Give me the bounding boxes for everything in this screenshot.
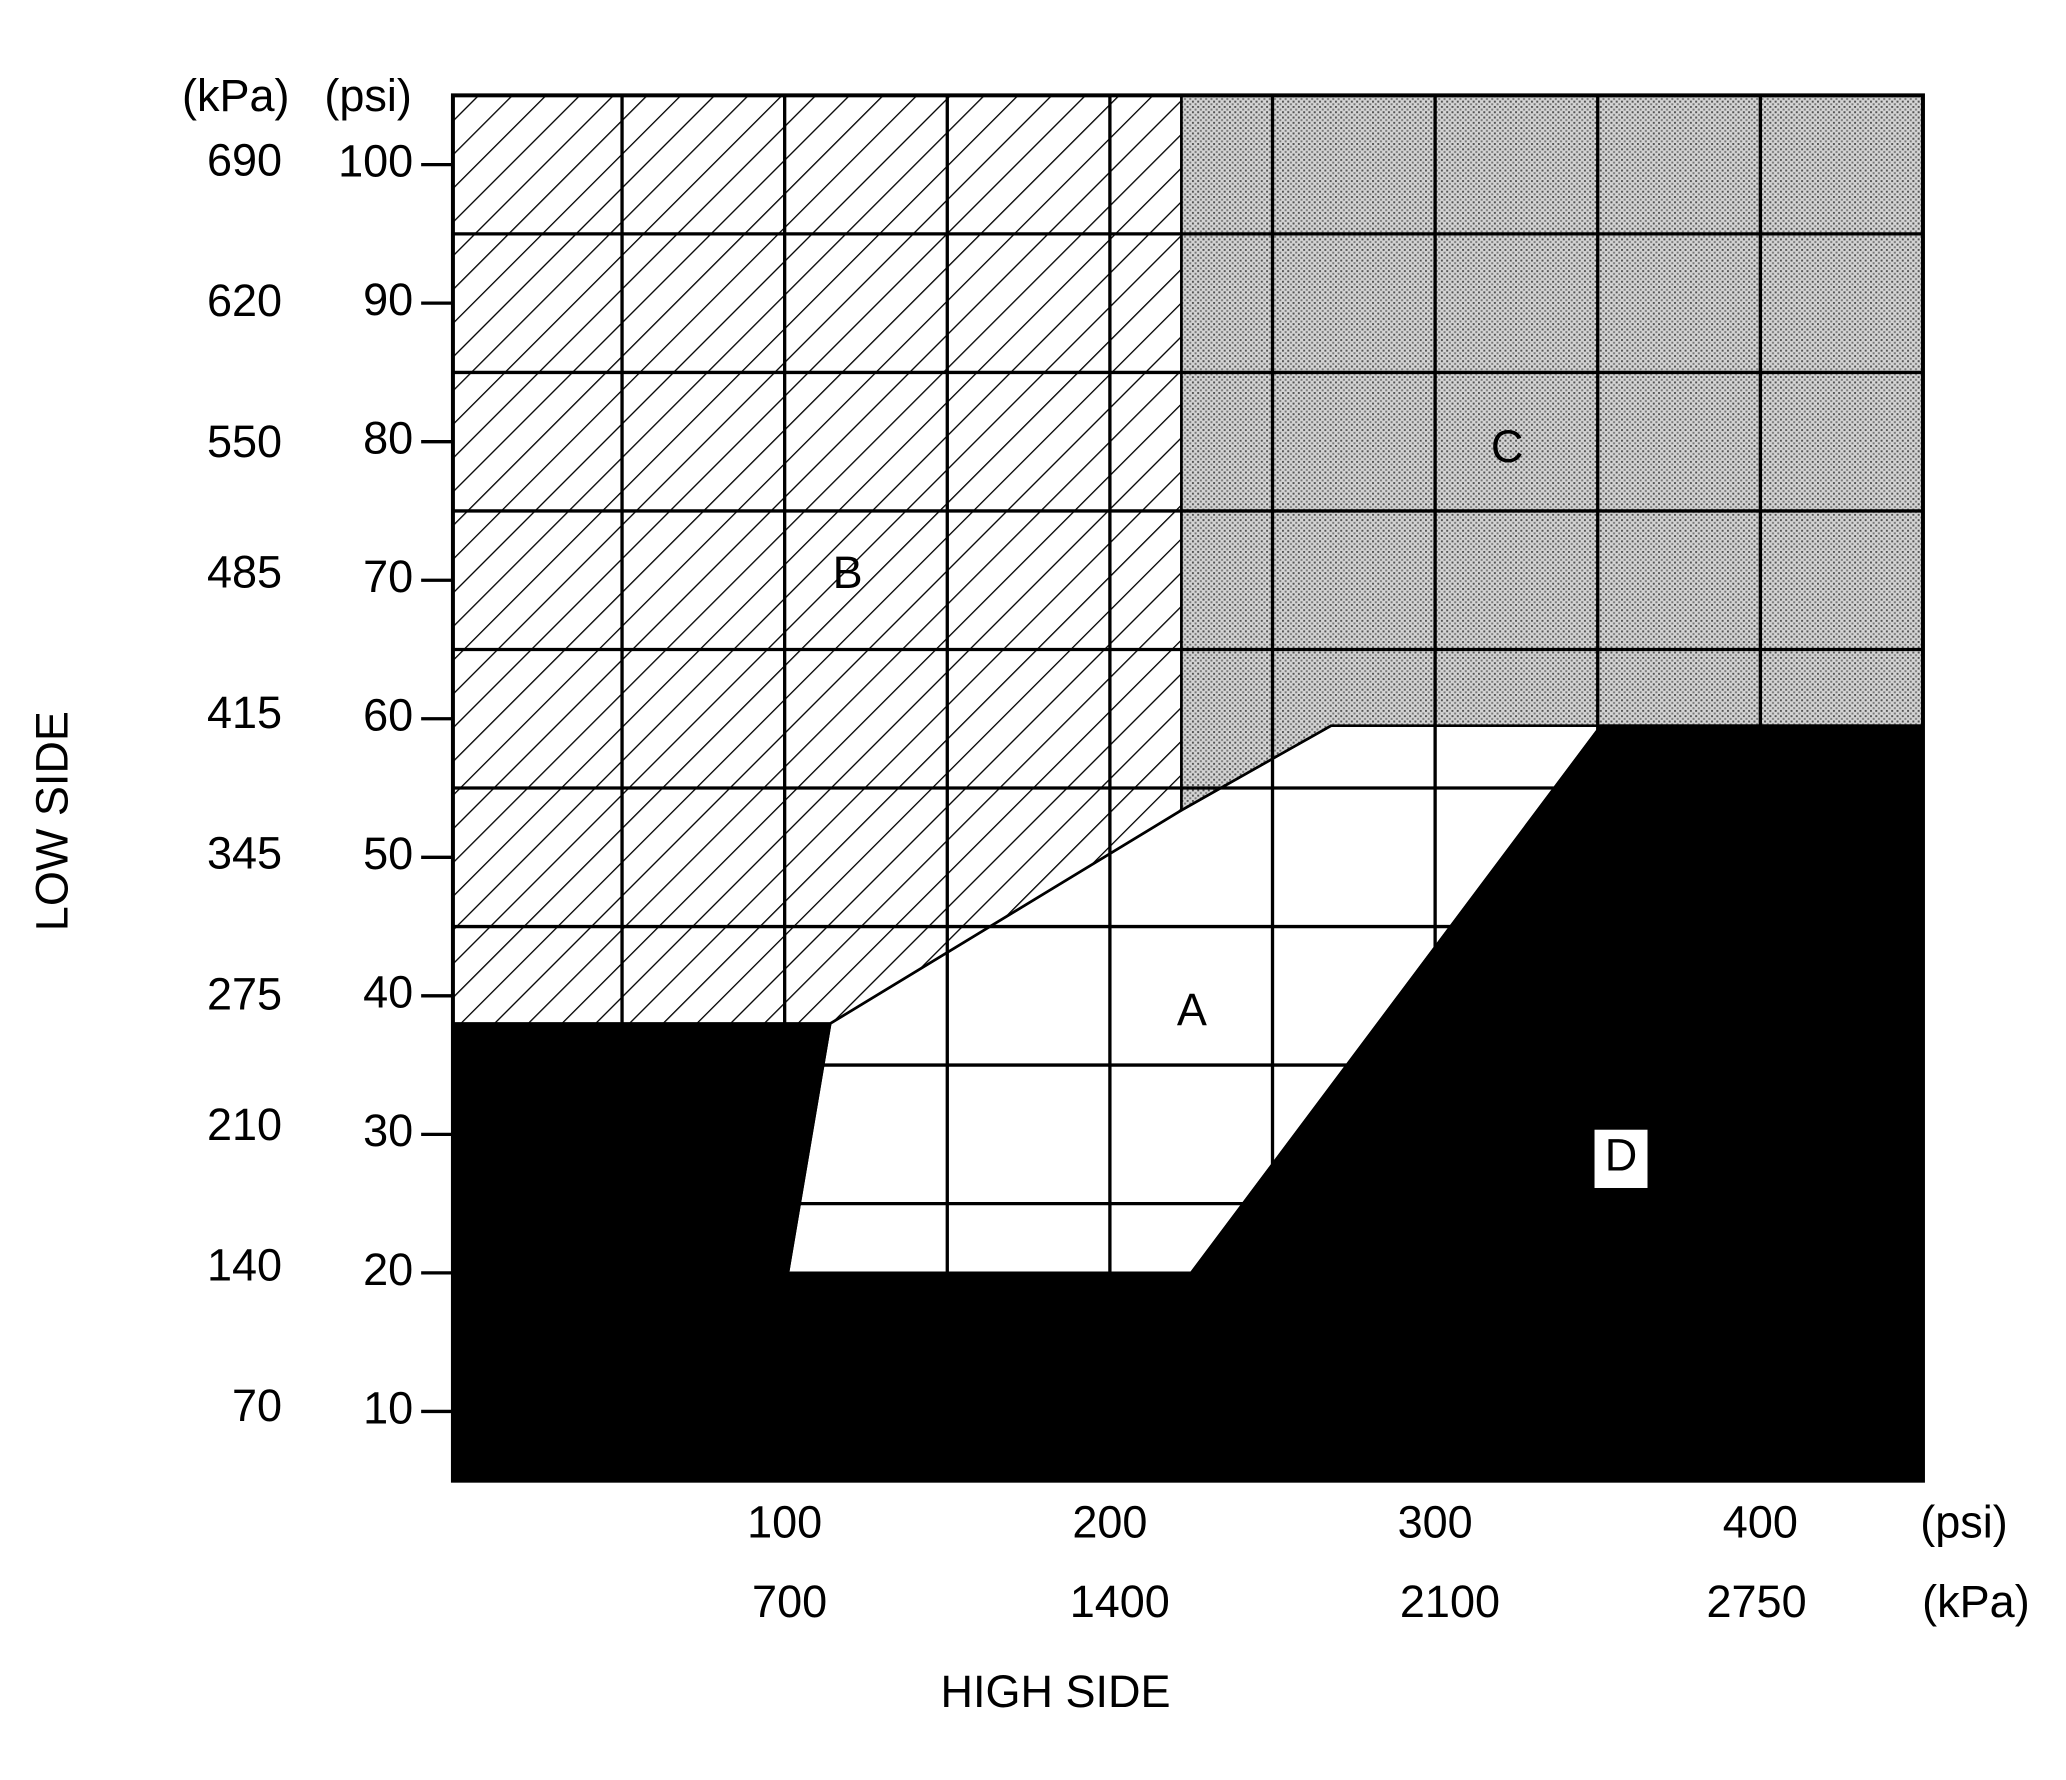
y2-tick-label: 690 (207, 135, 282, 186)
y-tick-label: 80 (363, 413, 413, 464)
y2-tick-label: 140 (207, 1240, 282, 1291)
region-label: B (833, 547, 863, 598)
y2-tick-label: 70 (232, 1380, 282, 1431)
x-tick-label: 100 (747, 1497, 822, 1548)
y-axis-title: LOW SIDE (27, 711, 78, 931)
x2-tick-label: 2750 (1706, 1576, 1806, 1627)
region-stipple (1180, 94, 1925, 813)
x2-unit: (kPa) (1922, 1576, 2030, 1627)
y-tick-label: 10 (363, 1382, 413, 1433)
y-tick-label: 60 (363, 690, 413, 741)
x-tick-label: 300 (1398, 1497, 1473, 1548)
y-tick-label: 30 (363, 1105, 413, 1156)
y-tick-label: 100 (338, 136, 413, 187)
label-box (1594, 1129, 1648, 1188)
y2-tick-label: 485 (207, 546, 282, 597)
y-unit: (psi) (324, 70, 412, 121)
y-tick-label: 90 (363, 274, 413, 325)
x2-tick-label: 700 (752, 1576, 827, 1627)
region-fills (451, 94, 1925, 1275)
labels: (kPa) (psi) (psi) (kPa) HIGH SIDE LOW SI… (27, 70, 2030, 1717)
region-top (421, 93, 1925, 1483)
y-tick-label: 50 (363, 828, 413, 879)
y-tick-label: 20 (363, 1244, 413, 1295)
y2-tick-label: 210 (207, 1099, 282, 1150)
y2-tick-label: 345 (207, 828, 282, 879)
y2-unit: (kPa) (182, 70, 290, 121)
plot-frame (450, 93, 1925, 1483)
y-tick-label: 40 (363, 967, 413, 1018)
x-tick-label: 200 (1072, 1497, 1147, 1548)
x-tick-label: 400 (1723, 1497, 1798, 1548)
x2-tick-label: 2100 (1400, 1576, 1500, 1627)
y2-tick-label: 620 (207, 275, 282, 326)
y2-tick-label: 275 (207, 968, 282, 1019)
region-label: A (1177, 984, 1207, 1035)
x-axis-title: HIGH SIDE (940, 1666, 1170, 1717)
y2-tick-label: 550 (207, 416, 282, 467)
x-unit: (psi) (1920, 1497, 2008, 1548)
y2-tick-label: 415 (207, 687, 282, 738)
x2-tick-label: 1400 (1070, 1576, 1170, 1627)
region-label: D (1605, 1130, 1638, 1181)
region-label: C (1491, 421, 1524, 472)
y-tick-label: 70 (363, 551, 413, 602)
